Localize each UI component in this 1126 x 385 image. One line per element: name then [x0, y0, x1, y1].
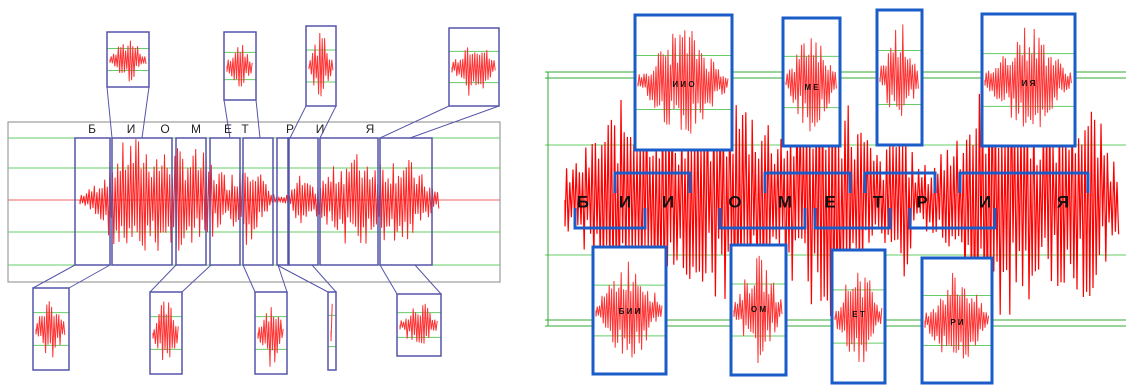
- box-label: О М: [751, 305, 766, 314]
- letter: Т: [873, 192, 884, 211]
- letter: О: [728, 192, 741, 211]
- right-panel: Б И И О М Е Т Р И Я И И О М Е И Я Б И И О М Е Т Р И: [545, 10, 1126, 383]
- letter: И: [127, 122, 136, 136]
- letter: И: [316, 122, 325, 136]
- letter: М: [191, 122, 201, 136]
- letter: О: [160, 122, 169, 136]
- box-label: Б И И: [619, 307, 641, 316]
- letter: Е: [824, 192, 835, 211]
- figure: БИОМЕТРИЯ БИИОМЕТРИЯИ И ОМ ЕИ ЯБ И ИО МЕ…: [0, 0, 1126, 385]
- box-label: И Я: [1022, 79, 1036, 88]
- box-label: И И О: [672, 80, 694, 89]
- letter: Т: [241, 122, 249, 136]
- letter: Е: [224, 122, 232, 136]
- letter: Я: [1057, 192, 1069, 211]
- letter: Р: [916, 192, 927, 211]
- letter: Р: [286, 122, 294, 136]
- letter: И: [979, 192, 991, 211]
- letter: И: [619, 192, 631, 211]
- letter: Я: [366, 122, 375, 136]
- letter: Б: [577, 192, 589, 211]
- box-label: Е Т: [852, 310, 865, 319]
- letter: И: [662, 192, 674, 211]
- letter: Б: [88, 122, 96, 136]
- letter: М: [778, 192, 792, 211]
- box-label: М Е: [804, 83, 819, 92]
- thumbnail-bg: [328, 292, 336, 370]
- box-label: Р И: [950, 318, 964, 327]
